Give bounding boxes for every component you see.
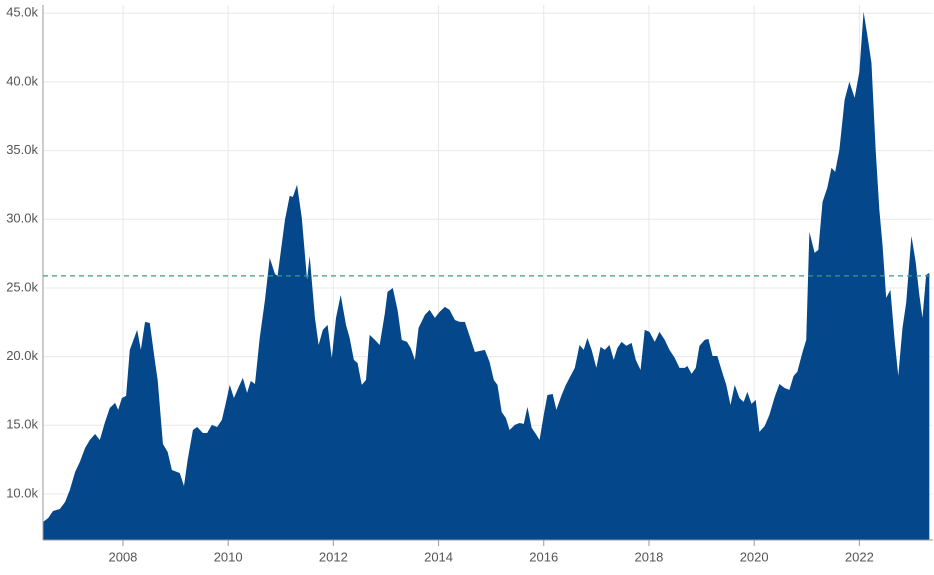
x-tick-label: 2022 [845,549,874,564]
y-tick-label: 15.0k [6,417,38,432]
x-tick-label: 2010 [214,549,243,564]
x-tick-label: 2020 [740,549,769,564]
x-tick-label: 2016 [529,549,558,564]
y-tick-label: 30.0k [6,211,38,226]
y-tick-label: 40.0k [6,73,38,88]
y-tick-label: 25.0k [6,279,38,294]
y-tick-label: 45.0k [6,5,38,20]
x-tick-label: 2012 [319,549,348,564]
x-tick-label: 2018 [634,549,663,564]
y-tick-label: 20.0k [6,348,38,363]
area [43,11,930,541]
y-tick-label: 10.0k [6,485,38,500]
x-tick-label: 2008 [108,549,137,564]
y-tick-label: 35.0k [6,142,38,157]
x-tick-label: 2014 [424,549,453,564]
